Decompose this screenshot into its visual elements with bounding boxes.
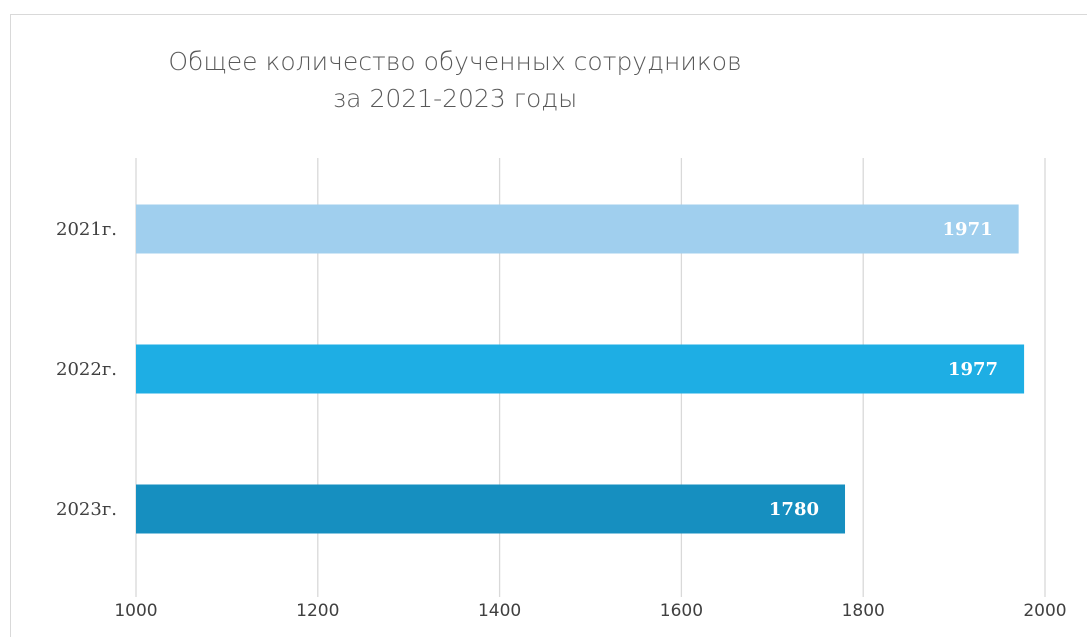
x-tick-label: 1800 <box>842 601 885 621</box>
value-label: 1780 <box>769 499 819 520</box>
y-tick-label: 2021г. <box>56 219 117 240</box>
value-label: 1971 <box>943 219 993 240</box>
x-tick-label: 1200 <box>296 601 339 621</box>
value-label: 1977 <box>948 359 998 380</box>
bar <box>136 484 846 534</box>
bar <box>136 204 1019 254</box>
y-tick-label: 2022г. <box>56 359 117 380</box>
x-tick-label: 1000 <box>114 601 157 621</box>
chart-title: Общее количество обученных сотрудников <box>168 47 741 76</box>
y-tick-label: 2023г. <box>56 499 117 520</box>
chart-title: за 2021-2023 годы <box>333 84 578 113</box>
bar <box>136 344 1025 394</box>
x-tick-label: 1600 <box>660 601 703 621</box>
x-tick-label: 2000 <box>1023 601 1066 621</box>
x-tick-label: 1400 <box>478 601 521 621</box>
